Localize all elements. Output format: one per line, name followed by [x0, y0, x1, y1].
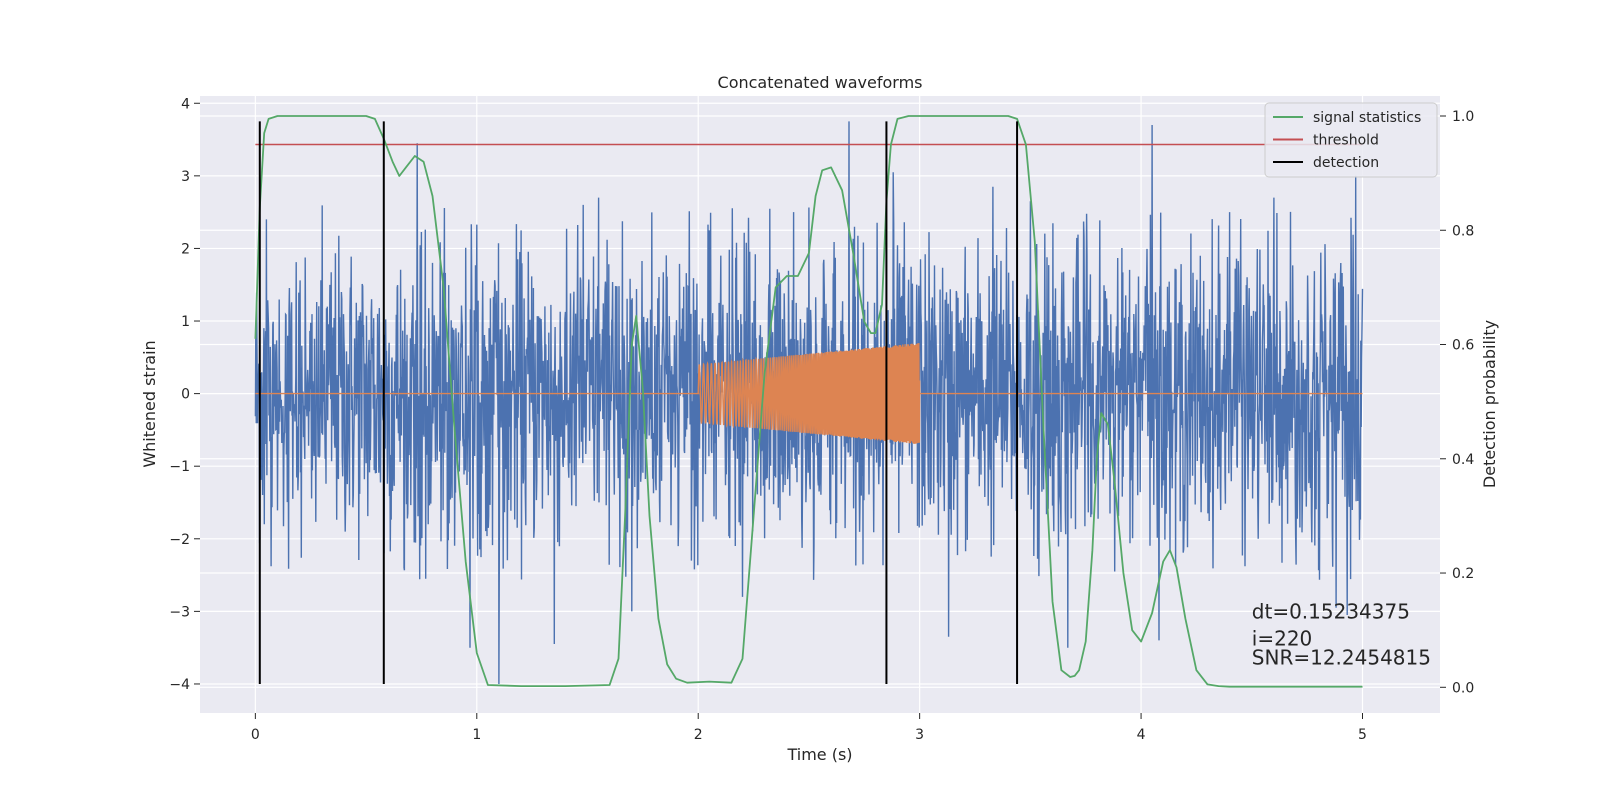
y-tick-label: 4 — [181, 96, 190, 112]
x-tick-label: 2 — [694, 727, 703, 743]
injection-chirp-line — [255, 343, 1363, 444]
annotation-text: SNR=12.2454815 — [1252, 645, 1431, 669]
y2-tick-label: 0.0 — [1452, 680, 1474, 696]
chart-title: Concatenated waveforms — [718, 73, 923, 92]
signal-statistics-line — [254, 115, 1363, 688]
y-tick-label: −3 — [169, 604, 190, 620]
x-axis-label: Time (s) — [786, 745, 852, 764]
y2-tick-label: 0.4 — [1452, 452, 1474, 468]
x-tick-label: 0 — [251, 727, 260, 743]
y-tick-label: 1 — [181, 314, 190, 330]
axes: 0 1 2 3 4 5 −4 −3 −2 −1 0 1 2 3 4 0.0 0.2 0.4 0.6 0.8 1.0 — [169, 96, 1474, 743]
legend-box — [1264, 102, 1438, 178]
legend-label: threshold — [1313, 133, 1379, 149]
y-tick-label: −2 — [169, 532, 190, 548]
y-tick-label: −1 — [169, 459, 190, 475]
legend-label: detection — [1313, 155, 1379, 171]
y-tick-label: 3 — [181, 169, 190, 185]
legend-label: signal statistics — [1313, 110, 1421, 126]
y2-tick-label: 1.0 — [1452, 109, 1474, 125]
strain-noise-line — [254, 121, 1364, 685]
y-axis-label: Whitened strain — [140, 340, 159, 467]
y2-tick-label: 0.6 — [1452, 338, 1474, 354]
y2-axis-label: Detection probability — [1480, 320, 1499, 488]
plot-area — [254, 115, 1364, 688]
x-tick-label: 5 — [1358, 727, 1367, 743]
x-tick-label: 3 — [915, 727, 924, 743]
y2-tick-label: 0.8 — [1452, 223, 1474, 239]
y-tick-label: 2 — [181, 241, 190, 257]
x-tick-label: 4 — [1137, 727, 1146, 743]
y2-tick-label: 0.2 — [1452, 566, 1474, 582]
annotation-text: dt=0.15234375 — [1252, 600, 1410, 624]
x-tick-label: 1 — [472, 727, 481, 743]
annotation-text: i=220 — [1252, 626, 1313, 650]
y-tick-label: −4 — [169, 677, 190, 693]
y-tick-label: 0 — [181, 387, 190, 403]
legend: signal statistics threshold detection — [1264, 102, 1438, 178]
